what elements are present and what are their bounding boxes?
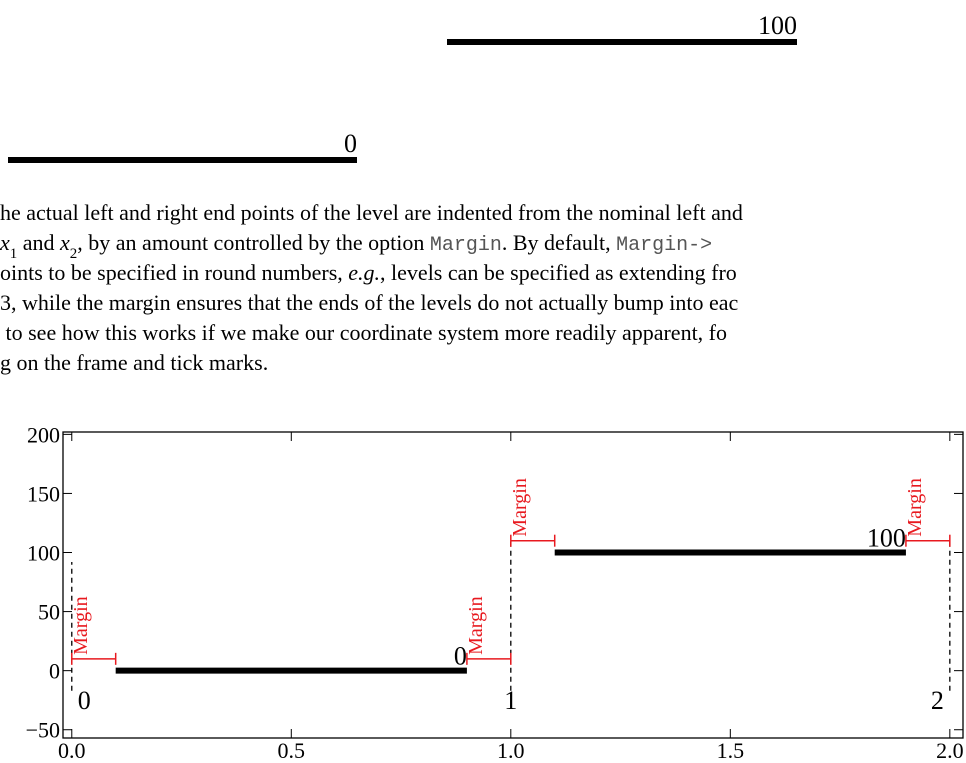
y-tick-label: −50 xyxy=(26,718,60,743)
x-tick-label: 0.0 xyxy=(58,738,86,763)
text-span: g on the frame and tick marks. xyxy=(0,350,268,375)
y-tick-label: 100 xyxy=(27,541,60,566)
y-tick-label: 150 xyxy=(27,481,60,506)
text-span: to see how this works if we make our coo… xyxy=(0,320,727,345)
margin-label: Margin xyxy=(70,596,92,655)
margin-label: Margin xyxy=(465,596,487,655)
text-line: g on the frame and tick marks. xyxy=(0,350,268,375)
x-tick-label: 0.5 xyxy=(278,738,306,763)
level-label: 0 xyxy=(344,129,357,158)
y-tick-label: 50 xyxy=(38,600,60,625)
text-span: Margin xyxy=(430,234,502,257)
text-line: x1 and x2, by an amount controlled by th… xyxy=(0,230,712,262)
y-tick-label: 200 xyxy=(27,422,60,447)
x-tick-label: 1.0 xyxy=(497,738,525,763)
text-span: , levels can be specified as extending f… xyxy=(380,260,737,285)
text-line: oints to be specified in round numbers, … xyxy=(0,260,737,285)
level-label: 0 xyxy=(454,642,467,671)
text-line: he actual left and right end points of t… xyxy=(0,200,743,225)
y-tick-label: 0 xyxy=(49,659,60,684)
boundary-label: 2 xyxy=(931,686,944,715)
text-span: he actual left and right end points of t… xyxy=(0,200,743,225)
text-span: e.g. xyxy=(348,260,380,285)
margin-label: Margin xyxy=(904,478,926,537)
text-span: Margin-> xyxy=(616,234,712,257)
text-span: 3, while the margin ensures that the end… xyxy=(0,290,738,315)
paragraph: he actual left and right end points of t… xyxy=(0,200,743,375)
level-label: 100 xyxy=(758,11,797,40)
margin-label: Margin xyxy=(509,478,531,537)
level-label: 100 xyxy=(867,524,906,553)
text-span: 2 xyxy=(70,246,78,262)
x-tick-label: 2.0 xyxy=(936,738,964,763)
text-span: and xyxy=(17,230,60,255)
text-line: to see how this works if we make our coo… xyxy=(0,320,727,345)
boundary-label: 0 xyxy=(78,686,91,715)
x-tick-label: 1.5 xyxy=(717,738,745,763)
text-span: , by an amount controlled by the option xyxy=(77,230,430,255)
text-span: x xyxy=(0,230,10,255)
text-span: . By default, xyxy=(502,230,616,255)
frame xyxy=(62,431,964,739)
text-span: oints to be specified in round numbers, xyxy=(0,260,348,285)
text-span: x xyxy=(59,230,70,255)
boundary-label: 1 xyxy=(504,686,517,715)
text-line: 3, while the margin ensures that the end… xyxy=(0,290,738,315)
text-span: 1 xyxy=(10,246,18,262)
